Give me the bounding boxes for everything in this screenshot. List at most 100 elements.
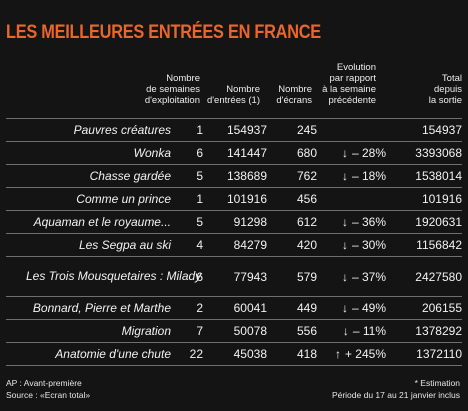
header-total-line: depuis [434,84,462,95]
movie-title: Anatomie d'une chute [6,342,171,366]
movie-title: Wonka [6,141,171,165]
header-evolution-line: à la semaine [322,84,376,95]
screens-cell: 579 [267,256,317,297]
total-cell: 154937 [386,118,462,142]
header-total-line: la sortie [428,95,462,106]
screens-cell: 680 [267,141,317,165]
screens-cell: 762 [267,164,317,188]
arrow-down-icon: ↓ [341,215,348,229]
table-row: Les Segpa au ski 4 84279 420 ↓ – 30% 1156842 [6,233,462,257]
footer-estimation: * Estimation [414,378,460,388]
table-body: Pauvres créatures 1 154937 245 154937 Wonka 6 1… [6,118,462,366]
evolution-cell: ↓ – 11% [317,319,386,343]
weeks-cell: 22 [171,342,203,366]
weeks-cell: 4 [171,233,203,257]
header-entries: Nombre d'entrées (1) [200,84,260,106]
header-entries-line: d'entrées (1) [206,95,260,106]
screens-cell: 420 [267,233,317,257]
movie-title: Aquaman et le royaume... [6,210,171,234]
weeks-cell: 6 [171,141,203,165]
weeks-cell: 1 [171,118,203,142]
total-cell: 3393068 [386,141,462,165]
entries-cell: 45038 [203,342,267,366]
footer-note-ap: AP : Avant-première [6,378,82,388]
screens-cell: 612 [267,210,317,234]
evolution-cell: ↓ – 18% [317,164,386,188]
weeks-cell: 2 [171,296,203,320]
total-cell: 1156842 [386,233,462,257]
entries-cell: 141447 [203,141,267,165]
entries-cell: 77943 [203,256,267,297]
weeks-cell: 5 [171,210,203,234]
table-row: Chasse gardée 5 138689 762 ↓ – 18% 1538014 [6,164,462,188]
weeks-cell: 7 [171,319,203,343]
evolution-cell: ↓ – 36% [317,210,386,234]
header-evolution: Evolution par rapport à la semaine précé… [314,62,376,106]
header-evolution-line: par rapport [329,73,376,84]
arrow-down-icon: ↓ [341,269,348,284]
total-cell: 1372110 [386,342,462,366]
table-row: Migration 7 50078 556 ↓ – 11% 1378292 [6,319,462,343]
header-screens: Nombre d'écrans [262,84,312,106]
movie-title: Pauvres créatures [6,118,171,142]
movie-title: Migration [6,319,171,343]
total-cell: 1920631 [386,210,462,234]
box-office-table: Pauvres créatures 1 154937 245 154937 Wonka 6 1… [6,118,462,366]
arrow-down-icon: ↓ [341,301,348,315]
screens-cell: 418 [267,342,317,366]
screens-cell: 556 [267,319,317,343]
screens-cell: 449 [267,296,317,320]
table-row: Pauvres créatures 1 154937 245 154937 [6,118,462,142]
total-cell: 1378292 [386,319,462,343]
evolution-value: – 30% [351,238,386,252]
header-screens-line: Nombre [278,84,312,95]
weeks-cell: 5 [171,164,203,188]
header-screens-line: d'écrans [276,95,312,106]
arrow-down-icon: ↓ [342,324,349,338]
evolution-value: – 36% [351,215,386,229]
header-weeks: Nombre de semaines d'exploitation [118,73,200,106]
evolution-value: – 18% [351,169,386,183]
footer-source: Source : «Ecran total» [6,390,91,400]
table-row: Bonnard, Pierre et Marthe 2 60041 449 ↓ – 49%… [6,296,462,320]
evolution-value: + 245% [344,347,386,361]
movie-title: Les Trois Mousquetaires : Milady [6,256,201,297]
header-entries-line: Nombre [226,84,260,95]
evolution-cell: ↑ + 245% [317,342,386,366]
arrow-down-icon: ↓ [341,238,348,252]
arrow-down-icon: ↓ [341,146,348,160]
movie-title: Bonnard, Pierre et Marthe [6,296,171,320]
header-weeks-line: d'exploitation [144,95,200,106]
arrow-up-icon: ↑ [334,347,341,361]
entries-cell: 154937 [203,118,267,142]
total-cell: 1538014 [386,164,462,188]
weeks-cell: 1 [171,187,203,211]
evolution-cell [317,187,386,211]
entries-cell: 84279 [203,233,267,257]
evolution-value: – 37% [351,269,386,284]
arrow-down-icon: ↓ [341,169,348,183]
header-total: Total depuis la sortie [392,73,462,106]
total-cell: 206155 [386,296,462,320]
evolution-cell: ↓ – 37% [317,256,386,297]
entries-cell: 91298 [203,210,267,234]
entries-cell: 138689 [203,164,267,188]
table-row: Comme un prince 1 101916 456 101916 [6,187,462,211]
header-weeks-line: Nombre [166,73,200,84]
screens-cell: 245 [267,118,317,142]
header-evolution-line: Evolution [336,62,376,73]
entries-cell: 101916 [203,187,267,211]
entries-cell: 50078 [203,319,267,343]
table-row: Les Trois Mousquetaires : Milady 6 77943 57… [6,256,462,297]
evolution-value: – 11% [352,324,386,338]
evolution-cell [317,118,386,142]
total-cell: 101916 [386,187,462,211]
table-row: Anatomie d'une chute 22 45038 418 ↑ + 245% 137… [6,342,462,366]
header-evolution-line: précédente [328,95,376,106]
screens-cell: 456 [267,187,317,211]
table-row: Wonka 6 141447 680 ↓ – 28% 3393068 [6,141,462,165]
header-total-line: Total [441,73,462,84]
header-weeks-line: de semaines [146,84,200,95]
table-row: Aquaman et le royaume... 5 91298 612 ↓ – 36% 1… [6,210,462,234]
weeks-cell: 6 [171,256,203,297]
